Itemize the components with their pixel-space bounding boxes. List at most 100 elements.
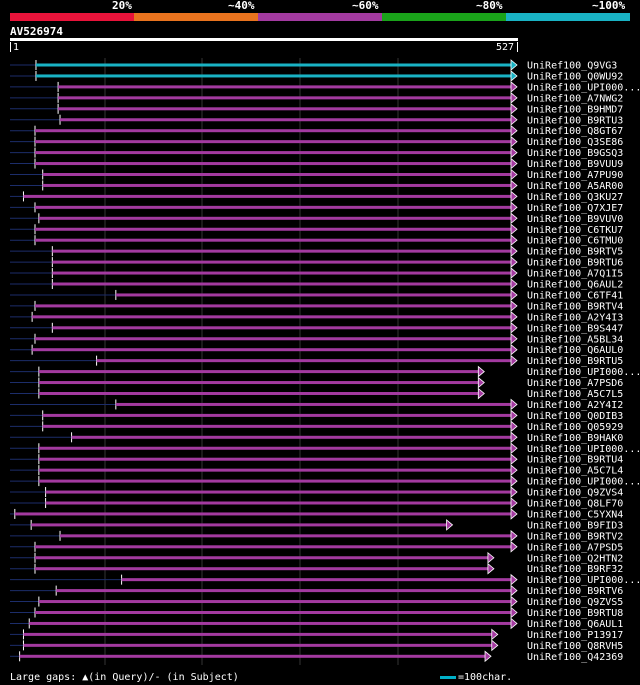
hit-row[interactable]: UniRef100_UPI000... [10,81,640,94]
hit-row[interactable]: UniRef100_Q3KU27 [10,190,623,203]
hit-label[interactable]: UniRef100_Q0WU92 [527,71,623,82]
hit-label[interactable]: UniRef100_P13917 [527,630,623,641]
hit-label[interactable]: UniRef100_Q3SE86 [527,137,623,148]
hit-row[interactable]: UniRef100_Q2HTN2 [10,551,623,565]
hit-row[interactable]: UniRef100_Q0WU92 [10,70,623,83]
hit-label[interactable]: UniRef100_Q8RVH5 [527,641,623,652]
hit-label[interactable]: UniRef100_B9RF32 [527,564,623,575]
hit-row[interactable]: UniRef100_Q7XJE7 [10,201,623,214]
hit-row[interactable]: UniRef100_Q9ZVS5 [10,595,623,609]
hit-label[interactable]: UniRef100_B9S447 [527,323,623,334]
hit-label[interactable]: UniRef100_Q9ZVS5 [527,597,623,608]
hit-label[interactable]: UniRef100_UPI000... [527,82,640,93]
hit-row[interactable]: UniRef100_A5C7L4 [10,464,623,477]
hit-label[interactable]: UniRef100_C5YXN4 [527,509,623,520]
hit-label[interactable]: UniRef100_B9RTV5 [527,247,623,258]
hit-label[interactable]: UniRef100_UPI000... [527,477,640,488]
hit-row[interactable]: UniRef100_B9VUV0 [10,212,623,225]
hit-row[interactable]: UniRef100_A7PU90 [10,168,623,182]
hit-row[interactable]: UniRef100_B9VUU9 [10,157,623,171]
hit-label[interactable]: UniRef100_B9VUV0 [527,214,623,225]
hit-label[interactable]: UniRef100_A7NWG2 [527,93,623,104]
hit-row[interactable]: UniRef100_B9RTV5 [10,245,623,258]
hit-row[interactable]: UniRef100_B9RTU5 [10,354,623,368]
hit-label[interactable]: UniRef100_A7PSD6 [527,378,623,389]
hit-row[interactable]: UniRef100_A5C7L5 [10,387,623,401]
hit-label[interactable]: UniRef100_Q2HTN2 [527,553,623,564]
hit-label[interactable]: UniRef100_B9RTU6 [527,258,623,269]
hit-label[interactable]: UniRef100_B9RTV4 [527,301,623,312]
hit-label[interactable]: UniRef100_B9HAK0 [527,433,623,444]
hit-label[interactable]: UniRef100_A2Y4I2 [527,400,623,411]
hit-row[interactable]: UniRef100_C5YXN4 [10,508,623,521]
hit-row[interactable]: UniRef100_B9S447 [10,321,623,335]
hit-label[interactable]: UniRef100_A5AR00 [527,181,623,192]
hit-row[interactable]: UniRef100_Q6AUL0 [10,343,623,357]
hit-label[interactable]: UniRef100_B9RTV2 [527,531,623,542]
hit-row[interactable]: UniRef100_Q9ZVS4 [10,486,623,499]
hit-label[interactable]: UniRef100_Q6AUL0 [527,345,623,356]
hit-label[interactable]: UniRef100_Q42369 [527,652,623,663]
hit-label[interactable]: UniRef100_B9RTU8 [527,608,623,619]
hit-label[interactable]: UniRef100_Q6AUL2 [527,280,623,291]
hit-label[interactable]: UniRef100_Q9VG3 [527,61,617,72]
hit-label[interactable]: UniRef100_Q05929 [527,422,623,433]
hit-row[interactable]: UniRef100_A2Y4I3 [10,310,623,324]
hit-row[interactable]: UniRef100_Q6AUL1 [10,617,623,630]
hit-label[interactable]: UniRef100_A5BL34 [527,334,623,345]
hit-label[interactable]: UniRef100_C6TKU7 [527,225,623,236]
hit-label[interactable]: UniRef100_UPI000... [527,444,640,455]
hit-row[interactable]: UniRef100_A5AR00 [10,179,623,192]
hit-row[interactable]: UniRef100_A2Y4I2 [10,398,623,411]
hit-label[interactable]: UniRef100_A7PSD5 [527,542,623,553]
hit-label[interactable]: UniRef100_B9HMD7 [527,104,623,115]
hit-label[interactable]: UniRef100_C6TMU0 [527,236,623,247]
hit-row[interactable]: UniRef100_C6TKU7 [10,223,623,236]
hit-label[interactable]: UniRef100_Q9ZVS4 [527,488,623,499]
hit-row[interactable]: UniRef100_A5BL34 [10,332,623,346]
hit-row[interactable]: UniRef100_B9HAK0 [10,431,623,444]
hit-row[interactable]: UniRef100_A7PSD6 [10,376,623,390]
hit-row[interactable]: UniRef100_B9GSQ3 [10,146,623,160]
hit-row[interactable]: UniRef100_Q6AUL2 [10,278,623,291]
hit-row[interactable]: UniRef100_UPI000... [10,442,640,455]
hit-label[interactable]: UniRef100_A7Q1I5 [527,269,623,280]
hit-row[interactable]: UniRef100_B9RTV2 [10,529,623,543]
hit-row[interactable]: UniRef100_B9FID3 [10,519,623,532]
hit-row[interactable]: UniRef100_UPI000... [10,365,640,379]
hit-row[interactable]: UniRef100_Q3SE86 [10,135,623,149]
hit-row[interactable]: UniRef100_UPI000... [10,573,640,587]
hit-label[interactable]: UniRef100_Q0DIB3 [527,411,623,422]
hit-label[interactable]: UniRef100_A5C7L4 [527,466,623,477]
hit-row[interactable]: UniRef100_Q8LF70 [10,497,623,510]
hit-label[interactable]: UniRef100_B9RTV6 [527,586,623,597]
hit-row[interactable]: UniRef100_Q8RVH5 [10,639,623,652]
hit-row[interactable]: UniRef100_B9RTU6 [10,256,623,269]
hit-row[interactable]: UniRef100_A7Q1I5 [10,267,623,280]
hit-label[interactable]: UniRef100_B9GSQ3 [527,148,623,159]
hit-row[interactable]: UniRef100_C6TMU0 [10,234,623,247]
hit-row[interactable]: UniRef100_B9RF32 [10,562,623,576]
hit-label[interactable]: UniRef100_B9RTU3 [527,115,623,126]
hit-row[interactable]: UniRef100_UPI000... [10,475,640,488]
hit-row[interactable]: UniRef100_B9RTV6 [10,584,623,598]
hit-row[interactable]: UniRef100_P13917 [10,628,623,641]
hit-row[interactable]: UniRef100_B9HMD7 [10,102,623,116]
hit-row[interactable]: UniRef100_B9RTU8 [10,606,623,620]
hit-row[interactable]: UniRef100_Q9VG3 [10,59,617,72]
hit-label[interactable]: UniRef100_C6TF41 [527,290,623,301]
hit-row[interactable]: UniRef100_Q42369 [10,650,623,663]
hit-label[interactable]: UniRef100_Q3KU27 [527,192,623,203]
hit-label[interactable]: UniRef100_B9FID3 [527,520,623,531]
hit-row[interactable]: UniRef100_B9RTU3 [10,113,623,127]
hit-label[interactable]: UniRef100_A5C7L5 [527,389,623,400]
hit-row[interactable]: UniRef100_B9RTU4 [10,453,623,466]
hit-label[interactable]: UniRef100_UPI000... [527,575,640,586]
hit-row[interactable]: UniRef100_Q05929 [10,420,623,433]
hit-label[interactable]: UniRef100_B9RTU5 [527,356,623,367]
hit-label[interactable]: UniRef100_B9VUU9 [527,159,623,170]
hit-row[interactable]: UniRef100_A7NWG2 [10,91,623,105]
hit-label[interactable]: UniRef100_B9RTU4 [527,455,623,466]
hit-row[interactable]: UniRef100_Q8GT67 [10,124,623,138]
hit-label[interactable]: UniRef100_Q8GT67 [527,126,623,137]
